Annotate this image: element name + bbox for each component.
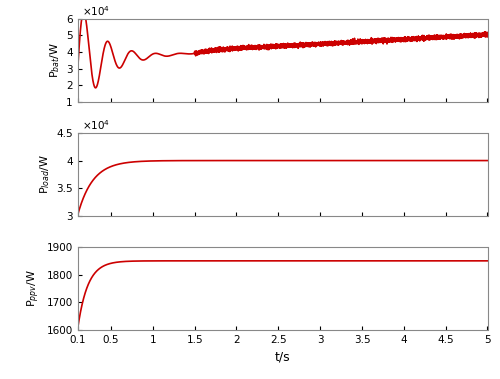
Y-axis label: P$_{ppv}$/W: P$_{ppv}$/W <box>26 269 42 307</box>
Y-axis label: P$_{load}$/W: P$_{load}$/W <box>38 154 52 194</box>
Text: $\times10^4$: $\times10^4$ <box>82 4 110 18</box>
X-axis label: t/s: t/s <box>274 350 290 363</box>
Y-axis label: P$_{bat}$/W: P$_{bat}$/W <box>48 42 62 78</box>
Text: $\times10^4$: $\times10^4$ <box>82 118 110 132</box>
